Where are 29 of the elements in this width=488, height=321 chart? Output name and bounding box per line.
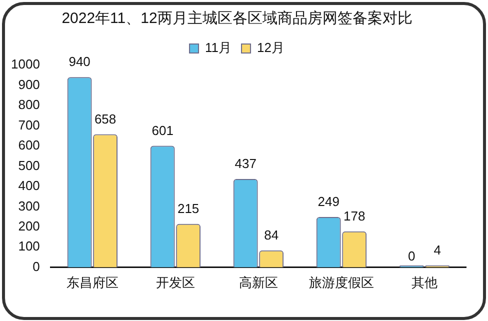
y-tick-label: 800 <box>18 97 40 112</box>
data-label: 4 <box>434 242 441 258</box>
data-label: 215 <box>177 200 200 216</box>
data-label: 0 <box>408 248 416 264</box>
data-label: 940 <box>68 54 90 70</box>
x-tick-label: 旅游度假区 <box>308 274 374 290</box>
legend-label: 12月 <box>257 40 284 56</box>
y-tick-label: 100 <box>18 238 40 254</box>
chart-title: 2022年11、12两月主城区各区域商品房网签备案对比 <box>62 10 412 28</box>
data-label: 601 <box>152 122 174 138</box>
y-tick-label: 400 <box>18 178 40 194</box>
x-tick-label: 东昌府区 <box>66 274 118 290</box>
x-tick-label: 其他 <box>411 274 438 290</box>
data-label: 178 <box>343 208 366 224</box>
y-tick-label: 900 <box>18 76 40 92</box>
data-label: 84 <box>264 227 279 242</box>
y-tick-label: 0 <box>32 258 40 274</box>
y-tick-label: 500 <box>18 158 40 173</box>
y-tick-label: 200 <box>18 218 40 234</box>
data-label: 658 <box>94 111 116 126</box>
y-tick-label: 1000 <box>11 56 40 72</box>
x-tick-label: 高新区 <box>238 274 278 290</box>
y-tick-label: 700 <box>18 117 40 132</box>
data-label: 249 <box>318 194 340 210</box>
y-tick-label: 600 <box>18 138 40 153</box>
x-tick-label: 开发区 <box>156 274 195 290</box>
y-tick-label: 300 <box>18 198 40 214</box>
legend-label: 11月 <box>205 40 232 56</box>
data-label: 437 <box>234 156 256 172</box>
